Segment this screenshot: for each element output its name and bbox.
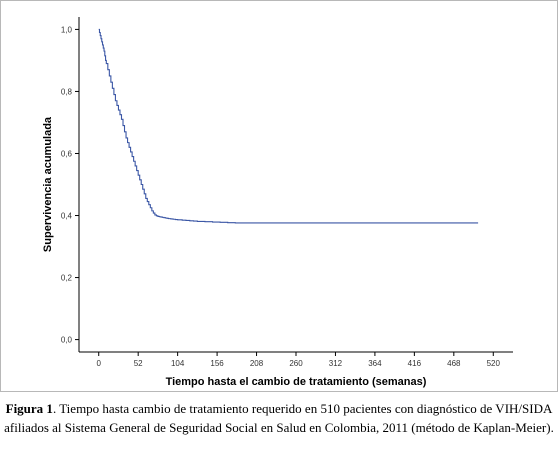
x-tick-label: 520 [487,359,501,368]
x-tick-label: 260 [289,359,303,368]
x-tick-label: 208 [250,359,264,368]
y-tick-label: 0,4 [61,212,73,221]
y-tick-label: 0,8 [61,87,73,96]
x-tick-label: 468 [447,359,461,368]
y-axis-title: Supervivencia acumulada [42,116,54,252]
x-tick-label: 312 [329,359,343,368]
x-tick-label: 0 [97,359,102,368]
x-axis-ticks: 0 52 104 156 208 260 312 364 416 468 520 [97,352,501,368]
caption-label: Figura 1 [5,401,53,416]
y-tick-label: 0,6 [61,149,73,158]
x-tick-label: 156 [210,359,224,368]
kaplan-meier-plot: 0,0 0,2 0,4 0,6 0,8 1,0 0 52 104 156 208 260 312 364… [42,17,513,388]
caption-text: . Tiempo hasta cambio de tratamiento req… [4,401,554,435]
chart-frame: 0,0 0,2 0,4 0,6 0,8 1,0 0 52 104 156 208 260 312 364… [0,0,558,392]
x-axis-title: Tiempo hasta el cambio de tratamiento (s… [166,376,427,388]
y-axis-ticks: 0,0 0,2 0,4 0,6 0,8 1,0 [61,25,79,345]
x-tick-label: 52 [134,359,143,368]
y-tick-label: 1,0 [61,25,73,34]
x-tick-label: 104 [171,359,185,368]
figure-caption: Figura 1. Tiempo hasta cambio de tratami… [0,399,558,437]
survival-curve [98,28,479,224]
x-tick-label: 364 [368,359,382,368]
y-tick-label: 0,2 [61,274,73,283]
x-tick-label: 416 [408,359,422,368]
y-tick-label: 0,0 [61,336,73,345]
